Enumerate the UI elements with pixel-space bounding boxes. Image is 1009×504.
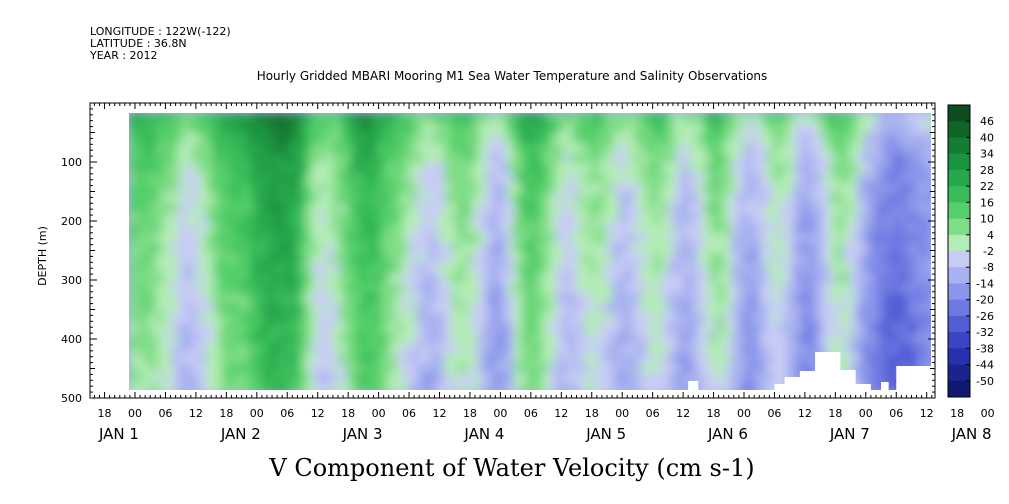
x-date-label: JAN 5 [585,425,626,443]
x-tick-label: 00 [737,407,751,420]
colorbar-label: 28 [980,164,994,177]
chart-title: Hourly Gridded MBARI Mooring M1 Sea Wate… [257,69,768,83]
colorbar-swatch [948,332,970,349]
x-tick-label: 18 [828,407,842,420]
no-data-patch [688,381,699,390]
colorbar-swatch [948,283,970,301]
colorbar: 46 40 34 28 22 16 10 4 -2 -8 -14 -20 -26 -32 -38 -44 -50 [947,104,994,398]
x-date-label: JAN 8 [951,425,992,443]
colorbar-swatch [948,169,970,187]
colorbar-swatch [948,234,970,252]
colorbar-label: -38 [976,342,994,355]
colorbar-swatch [948,153,970,171]
y-tick-label: 400 [61,333,82,346]
colorbar-swatch [948,380,970,398]
colorbar-swatch [948,315,970,333]
x-tick-label: 18 [585,407,599,420]
colorbar-swatch [948,364,970,382]
x-tick-label: 00 [493,407,507,420]
colorbar-swatch [948,348,970,366]
colorbar-swatch [948,251,970,268]
colorbar-swatch [948,121,970,138]
x-tick-label: 18 [950,407,964,420]
colorbar-label: 40 [980,131,994,144]
x-date-label: JAN 2 [220,425,261,443]
x-date-label: JAN 4 [463,425,504,443]
y-tick-label: 500 [61,392,82,405]
colorbar-swatch [948,137,970,155]
longitude-text: LONGITUDE : 122W(-122) [90,25,231,38]
x-date-label: JAN 1 [98,425,139,443]
y-axis-label: DEPTH (m) [36,226,49,286]
colorbar-swatch [948,299,970,317]
colorbar-label: -20 [976,294,994,307]
colorbar-label: -2 [983,245,994,258]
x-date-label: JAN 6 [707,425,748,443]
x-tick-label: 06 [524,407,538,420]
x-tick-label: 06 [767,407,781,420]
no-data-patch [774,352,871,390]
x-date-label: JAN 3 [342,425,383,443]
colorbar-label: 22 [980,180,994,193]
x-tick-label: 12 [920,407,934,420]
colorbar-label: 34 [980,148,994,161]
x-tick-label: 12 [189,407,203,420]
y-tick-label: 300 [61,274,82,287]
x-tick-label: 06 [158,407,172,420]
colorbar-label: 46 [980,115,994,128]
x-tick-label: 12 [433,407,447,420]
colorbar-swatch [948,202,970,220]
y-tick-label: 100 [61,156,82,169]
colorbar-swatch [948,105,970,122]
colorbar-label: 10 [980,213,994,226]
latitude-text: LATITUDE : 36.8N [90,37,187,50]
x-tick-label: 00 [372,407,386,420]
colorbar-label: -44 [976,359,994,372]
colorbar-label: 4 [987,229,994,242]
colorbar-swatch [948,267,970,284]
x-tick-label: 12 [311,407,325,420]
x-tick-label: 12 [798,407,812,420]
x-tick-label: 06 [889,407,903,420]
colorbar-label: -50 [976,375,994,388]
x-tick-label: 18 [707,407,721,420]
x-date-label: JAN 7 [829,425,870,443]
x-tick-label: 18 [341,407,355,420]
x-tick-label: 00 [859,407,873,420]
y-axis: 100 200 300 400 500 [61,102,935,405]
x-tick-label: 12 [554,407,568,420]
x-tick-label: 12 [676,407,690,420]
colorbar-swatch [948,218,970,236]
x-tick-label: 18 [219,407,233,420]
year-text: YEAR : 2012 [89,49,158,62]
x-tick-label: 00 [981,407,995,420]
colorbar-label: -26 [976,310,994,323]
y-tick-label: 200 [61,215,82,228]
heatmap-field [129,113,931,390]
colorbar-label: -8 [983,261,994,274]
x-axis: 18 00 06 12 18 00 06 12 18 00 06 12 18 00 06 12 18 00 06 12… [93,103,995,443]
x-tick-label: 06 [402,407,416,420]
colorbar-label: -32 [976,326,994,339]
no-data-patch [881,382,889,390]
colorbar-label: 16 [980,196,994,209]
x-tick-label: 06 [646,407,660,420]
x-tick-label: 18 [463,407,477,420]
x-tick-label: 18 [98,407,112,420]
x-axis-label: V Component of Water Velocity (cm s-1) [268,454,754,482]
x-tick-label: 00 [128,407,142,420]
colorbar-swatch [948,186,970,203]
colorbar-label: -14 [976,277,994,290]
x-tick-label: 00 [615,407,629,420]
x-tick-label: 06 [280,407,294,420]
x-tick-label: 00 [250,407,264,420]
